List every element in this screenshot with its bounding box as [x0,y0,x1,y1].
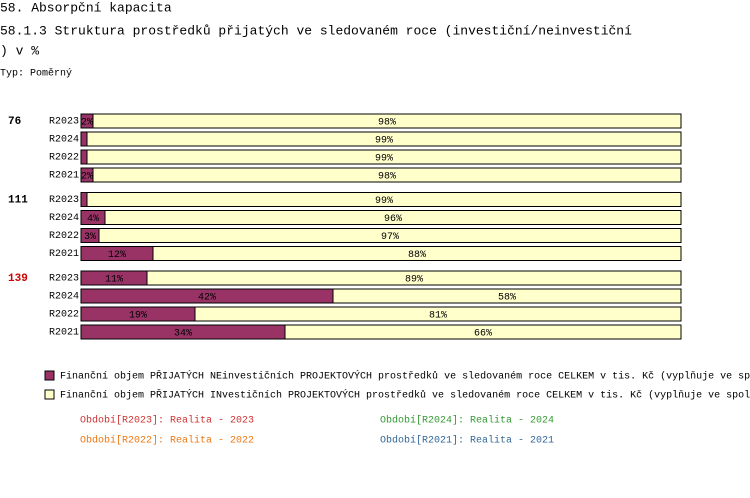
value-label: 99% [375,154,393,165]
y-tick-label: R2022 [49,310,79,321]
bar-segment [332,288,682,304]
value-label: 12% [108,250,126,261]
period-label: Období[R2023]: Realita - 2023 [80,415,254,427]
bar-segment [92,113,682,129]
bar-segment [80,131,88,147]
chart-title: 58. Absorpční kapacita [0,0,172,15]
bar-segment [98,228,682,243]
group-label: 76 [8,116,21,128]
bar-segment [86,192,682,207]
bar-segment [284,324,682,340]
value-label: 89% [405,275,423,286]
value-label: 81% [429,311,447,322]
value-label: 19% [129,311,147,322]
chart-subtitle: ) v % [0,43,39,58]
bar-segment [80,192,88,207]
bar-segment [194,306,682,322]
bar-segment [146,270,682,286]
value-label: 98% [378,118,396,129]
period-label: Období[R2022]: Realita - 2022 [80,435,254,447]
legend-label: Finanční objem PŘIJATÝCH INvestičních PR… [60,388,750,402]
y-tick-label: R2023 [49,195,79,206]
y-tick-label: R2021 [49,328,79,339]
bar-segment [92,167,682,183]
legend-swatch [44,389,55,400]
group-label: 139 [8,273,28,285]
value-label: 58% [498,293,516,304]
y-tick-label: R2022 [49,153,79,164]
y-tick-label: R2024 [49,292,79,303]
value-label: 2% [81,118,93,129]
value-label: 42% [198,293,216,304]
chart-subtitle: 58.1.3 Struktura prostředků přijatých ve… [0,23,632,38]
y-tick-label: R2022 [49,231,79,242]
value-label: 34% [174,329,192,340]
y-tick-label: R2024 [49,135,79,146]
y-tick-label: R2023 [49,274,79,285]
y-tick-label: R2024 [49,213,79,224]
legend-swatch [44,370,55,381]
value-label: 4% [87,214,99,225]
value-label: 97% [381,232,399,243]
period-label: Období[R2021]: Realita - 2021 [380,435,554,447]
value-label: 66% [474,329,492,340]
bar-segment [104,210,682,225]
value-label: 11% [105,275,123,286]
bar-segment [152,246,682,261]
value-label: 88% [408,250,426,261]
chart-note: Typ: Poměrný [0,68,72,80]
value-label: 99% [375,196,393,207]
y-tick-label: R2021 [49,249,79,260]
value-label: 99% [375,136,393,147]
bar-segment [86,131,682,147]
y-tick-label: R2021 [49,171,79,182]
value-label: 98% [378,172,396,183]
value-label: 3% [84,232,96,243]
bar-segment [80,149,88,165]
value-label: 96% [384,214,402,225]
bar-segment [86,149,682,165]
period-label: Období[R2024]: Realita - 2024 [380,415,554,427]
value-label: 2% [81,172,93,183]
legend-label: Finanční objem PŘIJATÝCH NEinvestičních … [60,369,750,383]
y-tick-label: R2023 [49,117,79,128]
group-label: 111 [8,194,28,206]
